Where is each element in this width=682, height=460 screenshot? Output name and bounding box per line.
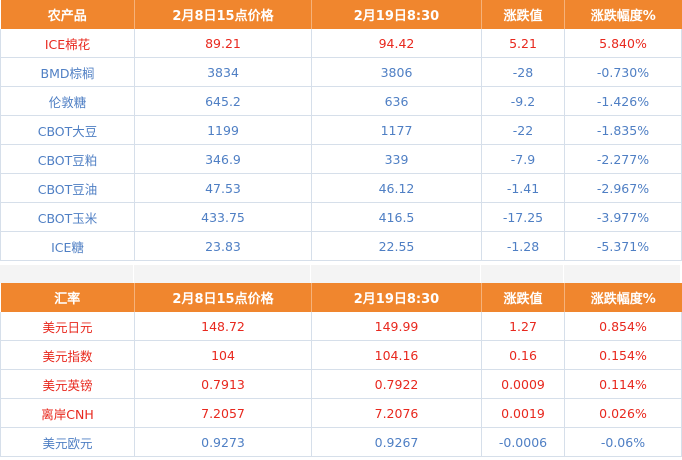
- price-feb19-cell: 339: [311, 144, 482, 174]
- change-pct-cell: -2.277%: [564, 144, 682, 174]
- header-change: 涨跌值: [481, 0, 565, 29]
- table-row: 伦敦糖 645.2 636 -9.2 -1.426%: [0, 86, 682, 116]
- agricultural-products-table: 农产品 2月8日15点价格 2月19日8:30 涨跌值 涨跌幅度% ICE棉花 8…: [0, 0, 682, 261]
- price-feb19-cell: 3806: [311, 57, 482, 87]
- change-pct-cell: -1.426%: [564, 86, 682, 116]
- table-row: ICE棉花 89.21 94.42 5.21 5.840%: [0, 29, 682, 58]
- table-row: CBOT豆油 47.53 46.12 -1.41 -2.967%: [0, 173, 682, 203]
- exchange-rate-table: 汇率 2月8日15点价格 2月19日8:30 涨跌值 涨跌幅度% 美元日元 148…: [0, 283, 682, 457]
- change-cell: -28: [481, 57, 565, 87]
- change-cell: -22: [481, 115, 565, 145]
- exchange-rate-table-body: 美元日元 148.72 149.99 1.27 0.854% 美元指数 104 104.16 0…: [0, 312, 682, 457]
- change-pct-cell: -5.371%: [564, 231, 682, 261]
- change-cell: 5.21: [481, 29, 565, 58]
- change-cell: -0.0006: [481, 427, 565, 457]
- header-change: 涨跌值: [481, 283, 565, 312]
- table-row: ICE糖 23.83 22.55 -1.28 -5.371%: [0, 231, 682, 261]
- change-pct-cell: -3.977%: [564, 202, 682, 232]
- agricultural-table-body: ICE棉花 89.21 94.42 5.21 5.840% BMD棕榈 3834 3806 -2…: [0, 29, 682, 261]
- row-name-cell: 美元日元: [0, 312, 135, 341]
- change-cell: -7.9: [481, 144, 565, 174]
- row-name-cell: 美元指数: [0, 340, 135, 370]
- change-pct-cell: 5.840%: [564, 29, 682, 58]
- change-cell: -17.25: [481, 202, 565, 232]
- change-pct-cell: -1.835%: [564, 115, 682, 145]
- change-cell: 1.27: [481, 312, 565, 341]
- change-pct-cell: 0.154%: [564, 340, 682, 370]
- section-divider: [0, 265, 681, 283]
- header-exchange-rate: 汇率: [0, 283, 135, 312]
- price-feb8-cell: 0.9273: [134, 427, 312, 457]
- row-name-cell: CBOT豆粕: [0, 144, 135, 174]
- header-change-pct: 涨跌幅度%: [564, 283, 682, 312]
- header-change-pct: 涨跌幅度%: [564, 0, 682, 29]
- price-feb8-cell: 346.9: [134, 144, 312, 174]
- price-feb8-cell: 7.2057: [134, 398, 312, 428]
- header-price-feb8: 2月8日15点价格: [134, 0, 312, 29]
- change-pct-cell: 0.854%: [564, 312, 682, 341]
- change-cell: -1.28: [481, 231, 565, 261]
- price-feb8-cell: 433.75: [134, 202, 312, 232]
- header-price-feb19: 2月19日8:30: [311, 0, 482, 29]
- change-cell: -1.41: [481, 173, 565, 203]
- price-feb8-cell: 3834: [134, 57, 312, 87]
- change-pct-cell: -0.06%: [564, 427, 682, 457]
- price-feb8-cell: 645.2: [134, 86, 312, 116]
- price-feb8-cell: 1199: [134, 115, 312, 145]
- header-price-feb19: 2月19日8:30: [311, 283, 482, 312]
- price-feb8-cell: 148.72: [134, 312, 312, 341]
- header-product: 农产品: [0, 0, 135, 29]
- price-feb8-cell: 89.21: [134, 29, 312, 58]
- table-row: CBOT豆粕 346.9 339 -7.9 -2.277%: [0, 144, 682, 174]
- price-feb8-cell: 104: [134, 340, 312, 370]
- row-name-cell: 离岸CNH: [0, 398, 135, 428]
- row-name-cell: BMD棕榈: [0, 57, 135, 87]
- table-header-row: 汇率 2月8日15点价格 2月19日8:30 涨跌值 涨跌幅度%: [0, 283, 682, 312]
- price-feb19-cell: 22.55: [311, 231, 482, 261]
- change-pct-cell: 0.026%: [564, 398, 682, 428]
- change-cell: -9.2: [481, 86, 565, 116]
- price-feb19-cell: 7.2076: [311, 398, 482, 428]
- price-feb19-cell: 636: [311, 86, 482, 116]
- row-name-cell: CBOT玉米: [0, 202, 135, 232]
- price-feb19-cell: 1177: [311, 115, 482, 145]
- change-pct-cell: -2.967%: [564, 173, 682, 203]
- price-feb19-cell: 0.7922: [311, 369, 482, 399]
- change-cell: 0.16: [481, 340, 565, 370]
- table-header-row: 农产品 2月8日15点价格 2月19日8:30 涨跌值 涨跌幅度%: [0, 0, 682, 29]
- row-name-cell: 美元英镑: [0, 369, 135, 399]
- price-feb8-cell: 23.83: [134, 231, 312, 261]
- row-name-cell: ICE棉花: [0, 29, 135, 58]
- row-name-cell: CBOT大豆: [0, 115, 135, 145]
- price-feb8-cell: 47.53: [134, 173, 312, 203]
- table-row: 美元指数 104 104.16 0.16 0.154%: [0, 340, 682, 370]
- table-row: 离岸CNH 7.2057 7.2076 0.0019 0.026%: [0, 398, 682, 428]
- price-feb19-cell: 46.12: [311, 173, 482, 203]
- price-feb19-cell: 94.42: [311, 29, 482, 58]
- change-pct-cell: -0.730%: [564, 57, 682, 87]
- table-row: BMD棕榈 3834 3806 -28 -0.730%: [0, 57, 682, 87]
- row-name-cell: 美元欧元: [0, 427, 135, 457]
- change-cell: 0.0009: [481, 369, 565, 399]
- header-price-feb8: 2月8日15点价格: [134, 283, 312, 312]
- price-feb19-cell: 0.9267: [311, 427, 482, 457]
- price-feb8-cell: 0.7913: [134, 369, 312, 399]
- row-name-cell: CBOT豆油: [0, 173, 135, 203]
- row-name-cell: 伦敦糖: [0, 86, 135, 116]
- table-row: 美元欧元 0.9273 0.9267 -0.0006 -0.06%: [0, 427, 682, 457]
- price-feb19-cell: 416.5: [311, 202, 482, 232]
- table-row: CBOT大豆 1199 1177 -22 -1.835%: [0, 115, 682, 145]
- price-feb19-cell: 149.99: [311, 312, 482, 341]
- row-name-cell: ICE糖: [0, 231, 135, 261]
- change-cell: 0.0019: [481, 398, 565, 428]
- table-row: 美元英镑 0.7913 0.7922 0.0009 0.114%: [0, 369, 682, 399]
- table-row: 美元日元 148.72 149.99 1.27 0.854%: [0, 312, 682, 341]
- change-pct-cell: 0.114%: [564, 369, 682, 399]
- table-row: CBOT玉米 433.75 416.5 -17.25 -3.977%: [0, 202, 682, 232]
- price-feb19-cell: 104.16: [311, 340, 482, 370]
